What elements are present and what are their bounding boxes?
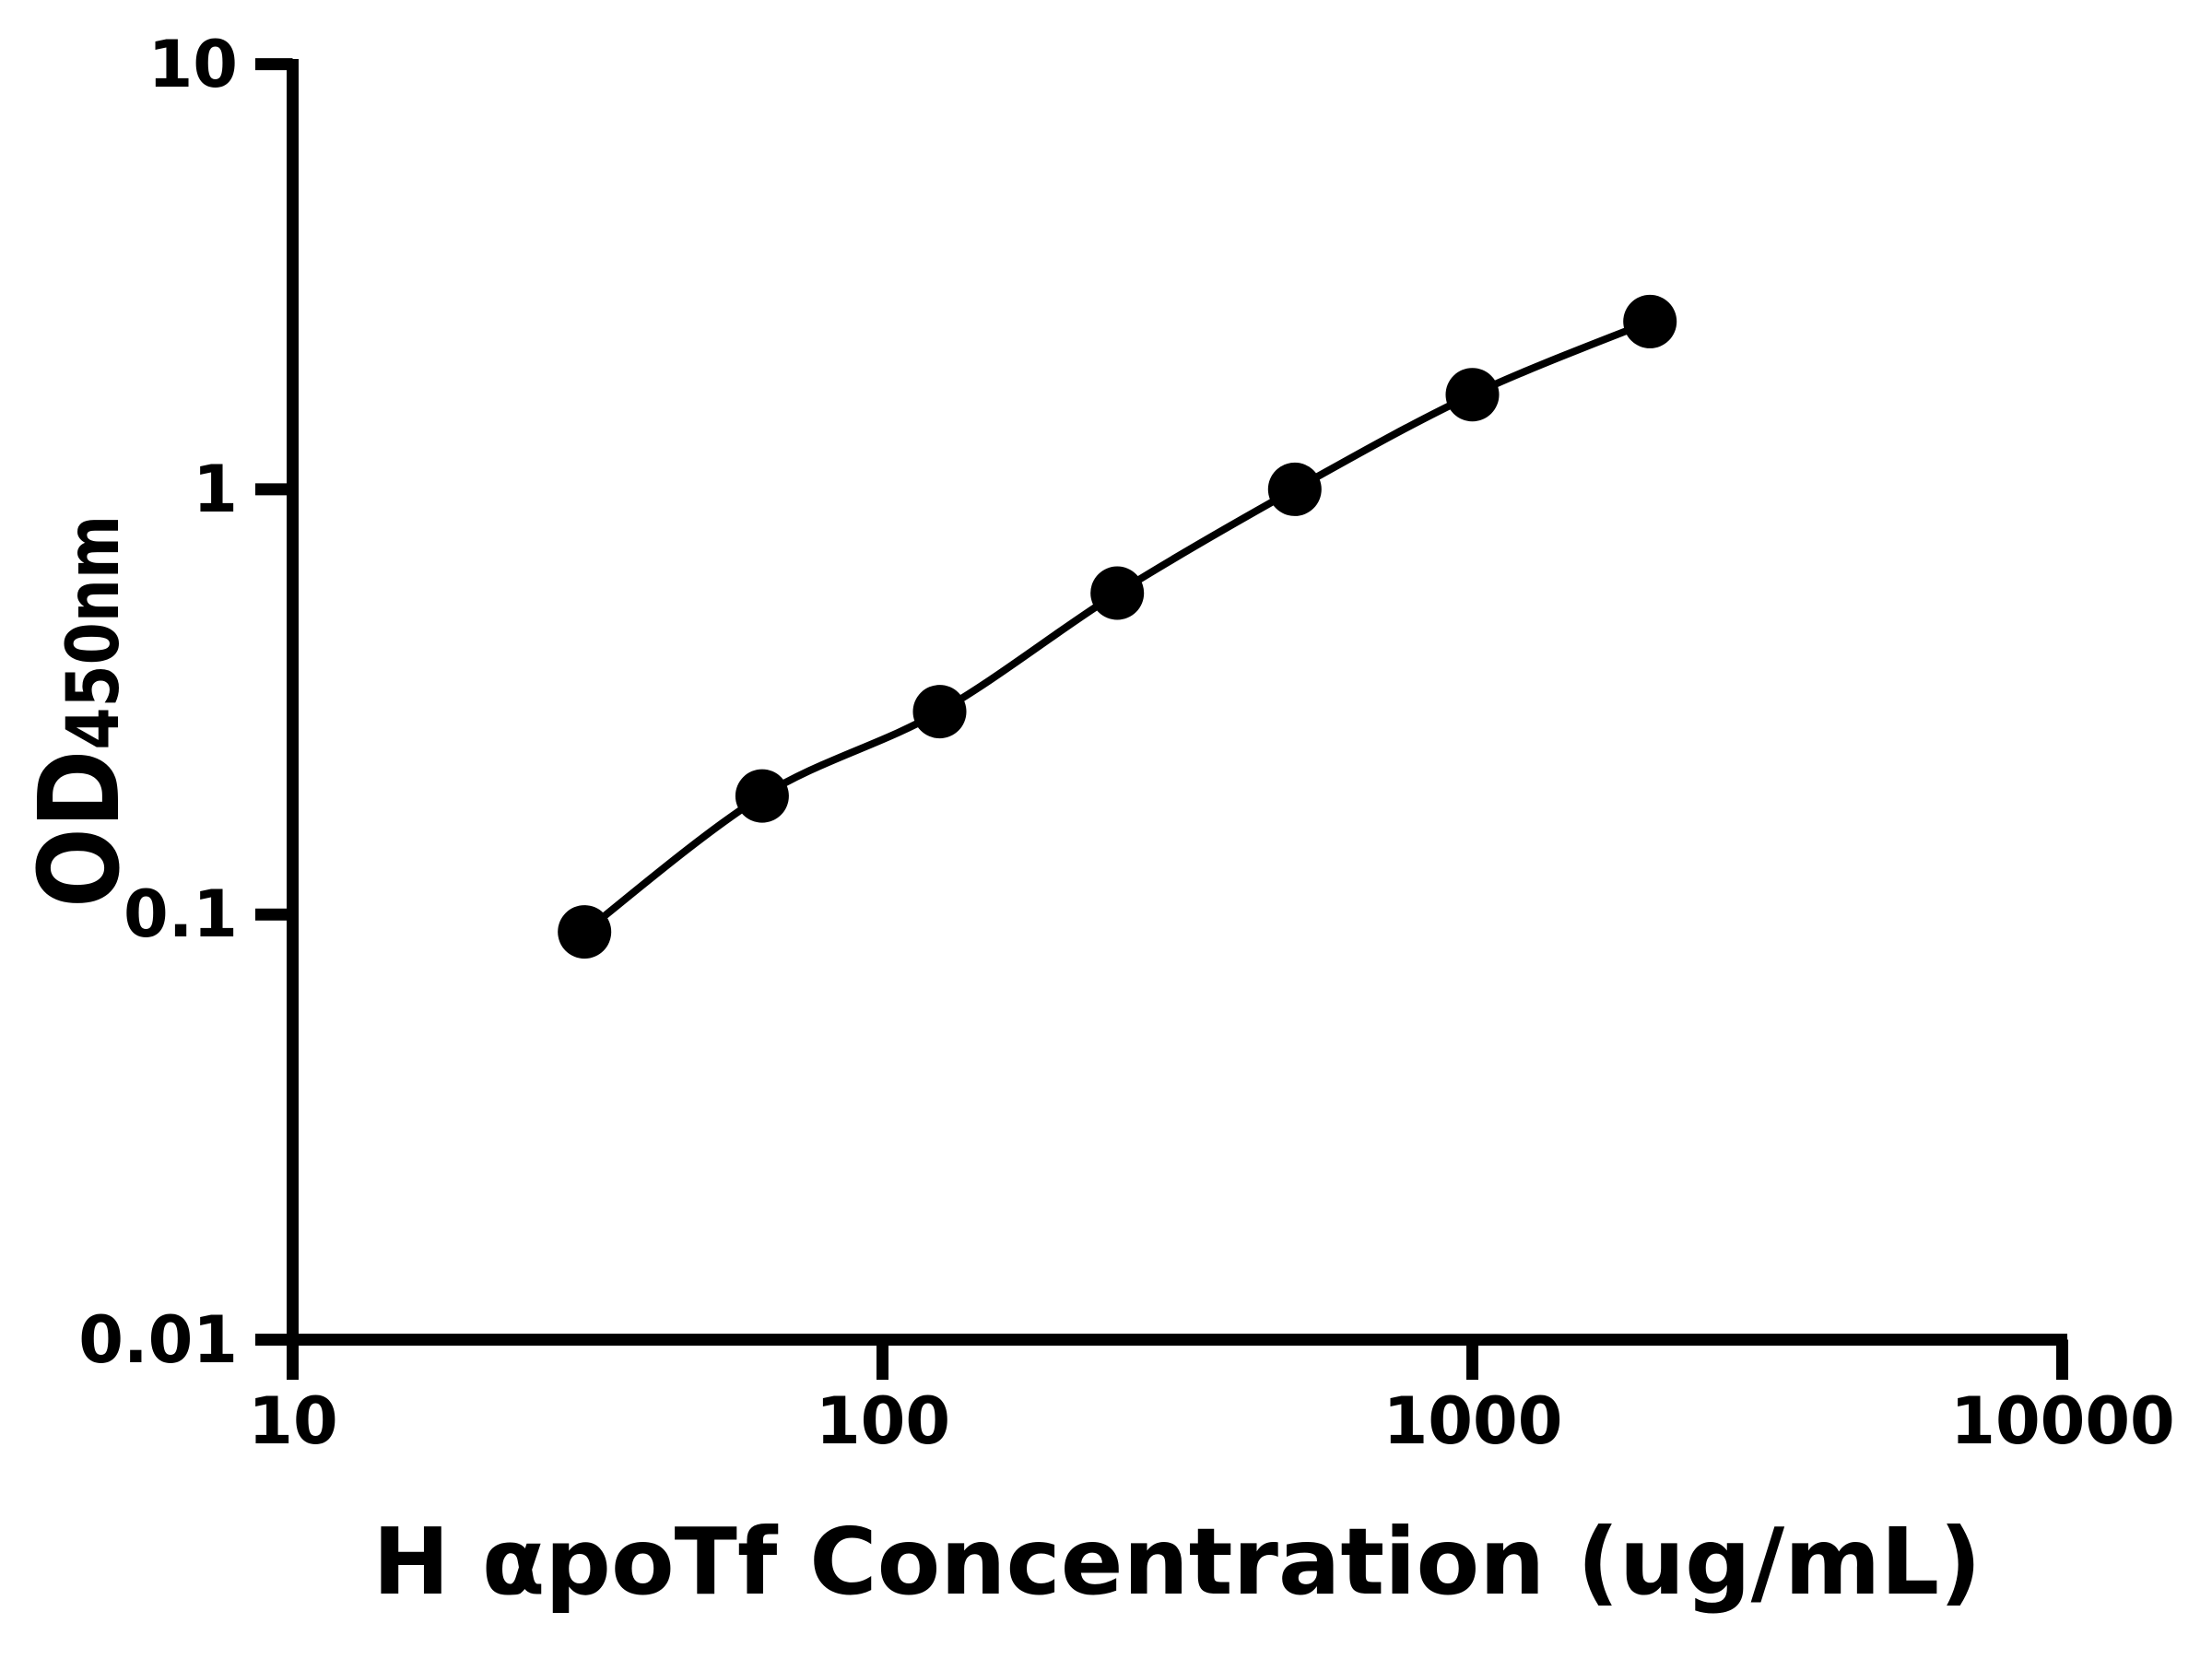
x-tick-label: 10: [248, 1383, 338, 1459]
x-tick-label: 10000: [1950, 1383, 2175, 1459]
y-tick-label: 10: [147, 27, 238, 102]
y-tick-label: 0.1: [123, 877, 238, 952]
y-axis-title-subscript: 450nm: [53, 514, 135, 750]
x-axis-title: H αpoTf Concentration (ug/mL): [372, 1508, 1982, 1616]
data-point: [1445, 368, 1500, 422]
data-point: [1267, 462, 1322, 516]
y-tick-label: 0.01: [78, 1302, 238, 1378]
x-tick-label: 100: [815, 1383, 951, 1459]
axis-and-ticks: [255, 58, 2068, 1380]
data-point: [1623, 294, 1677, 348]
data-point: [1090, 566, 1145, 620]
data-point: [735, 769, 789, 823]
y-tick-label: 1: [193, 452, 238, 527]
y-axis-title-inner: OD450nm: [17, 514, 145, 908]
data-point: [558, 905, 612, 959]
data-point: [912, 685, 967, 739]
x-tick-label: 1000: [1382, 1383, 1563, 1459]
